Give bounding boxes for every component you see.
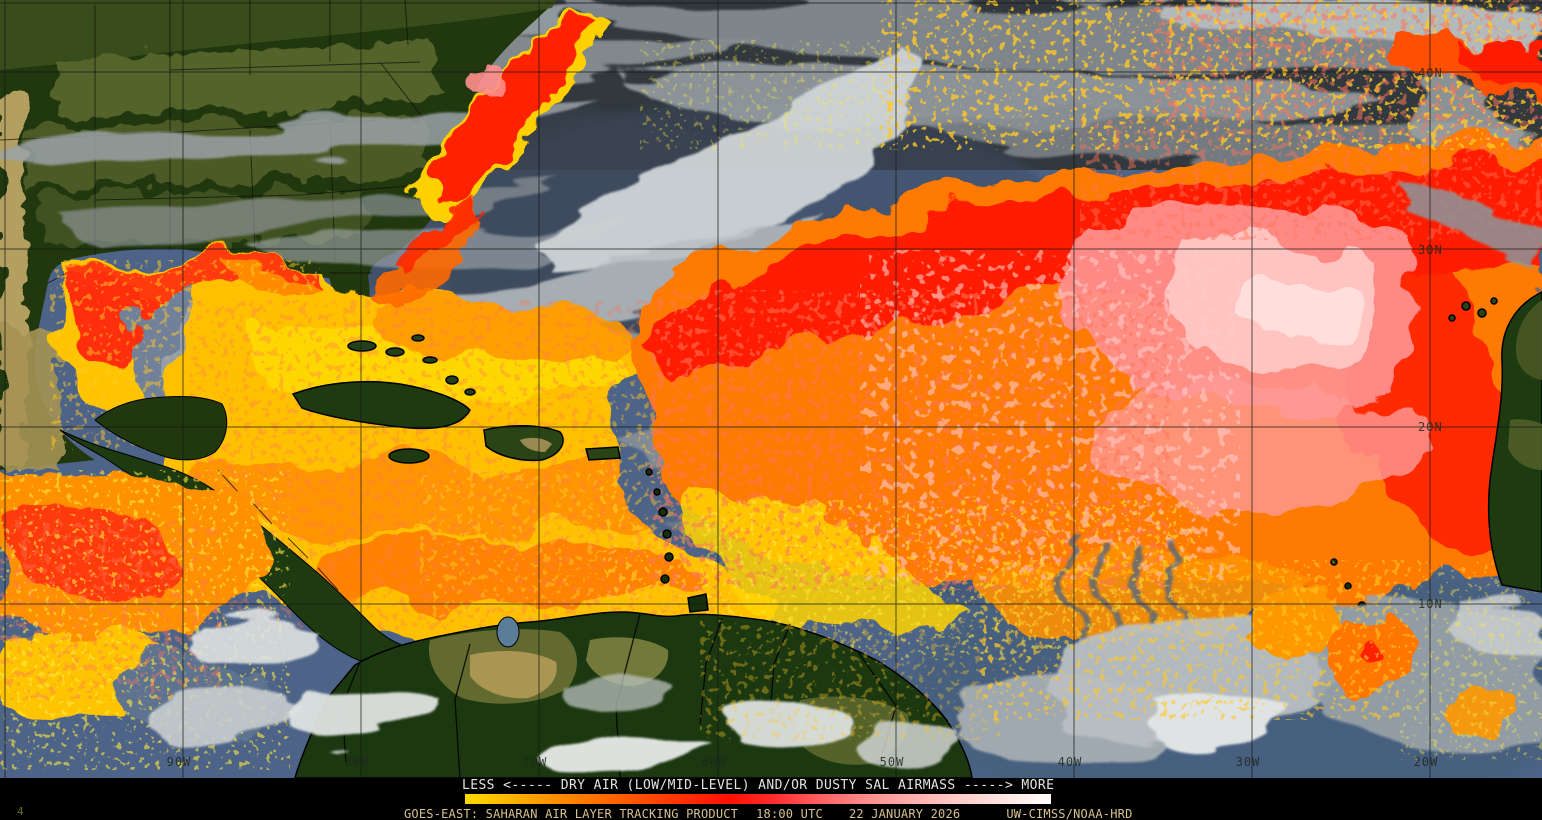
grid-label-90w: 90W	[167, 755, 192, 769]
product-date: 22 JANUARY 2026	[848, 807, 961, 820]
grid-label-40w: 40W	[1058, 755, 1083, 769]
product-time: 18:00 UTC	[756, 807, 823, 820]
africa-land	[1487, 291, 1542, 593]
product-info-line: GOES-EAST: SAHARAN AIR LAYER TRACKING PR…	[404, 807, 1133, 820]
pacific-dust	[0, 470, 318, 770]
grid-label-80w: 80W	[345, 755, 370, 769]
colorbar	[465, 794, 1051, 804]
grid-label-20n: 20N	[1418, 420, 1443, 434]
frame-number: 4	[17, 805, 24, 818]
north-america-land	[0, 0, 640, 470]
northeast-red-streak	[372, 12, 610, 306]
grid-label-70w: 70W	[523, 755, 548, 769]
grid-label-30n: 30N	[1418, 243, 1443, 257]
grid-label-10n: 10N	[1418, 597, 1443, 611]
product-credit: UW-CIMSS/NOAA-HRD	[1006, 807, 1133, 820]
grid-label-50w: 50W	[880, 755, 905, 769]
caribbean-islands	[291, 297, 1498, 620]
grid-label-40n: 40N	[1418, 66, 1443, 80]
grid-label-30w: 30W	[1236, 755, 1261, 769]
grid-label-20w: 20W	[1414, 755, 1439, 769]
satellite-map: 40N 30N 20N 10N 90W 80W 70W 60W 50W 40W …	[0, 0, 1542, 778]
graticule-labels: 40N 30N 20N 10N 90W 80W 70W 60W 50W 40W …	[167, 66, 1443, 769]
satellite-map-canvas: 40N 30N 20N 10N 90W 80W 70W 60W 50W 40W …	[0, 0, 1542, 778]
graticule	[0, 0, 1542, 778]
tropical-atlantic-clouds	[700, 560, 1542, 767]
product-title: GOES-EAST: SAHARAN AIR LAYER TRACKING PR…	[404, 807, 739, 820]
legend-footer-bar: LESS <----- DRY AIR (LOW/MID-LEVEL) AND/…	[0, 778, 1542, 820]
colorbar-caption: LESS <----- DRY AIR (LOW/MID-LEVEL) AND/…	[462, 778, 1055, 793]
top-right-dust-speckles	[640, 0, 1542, 150]
grid-label-60w: 60W	[702, 755, 727, 769]
